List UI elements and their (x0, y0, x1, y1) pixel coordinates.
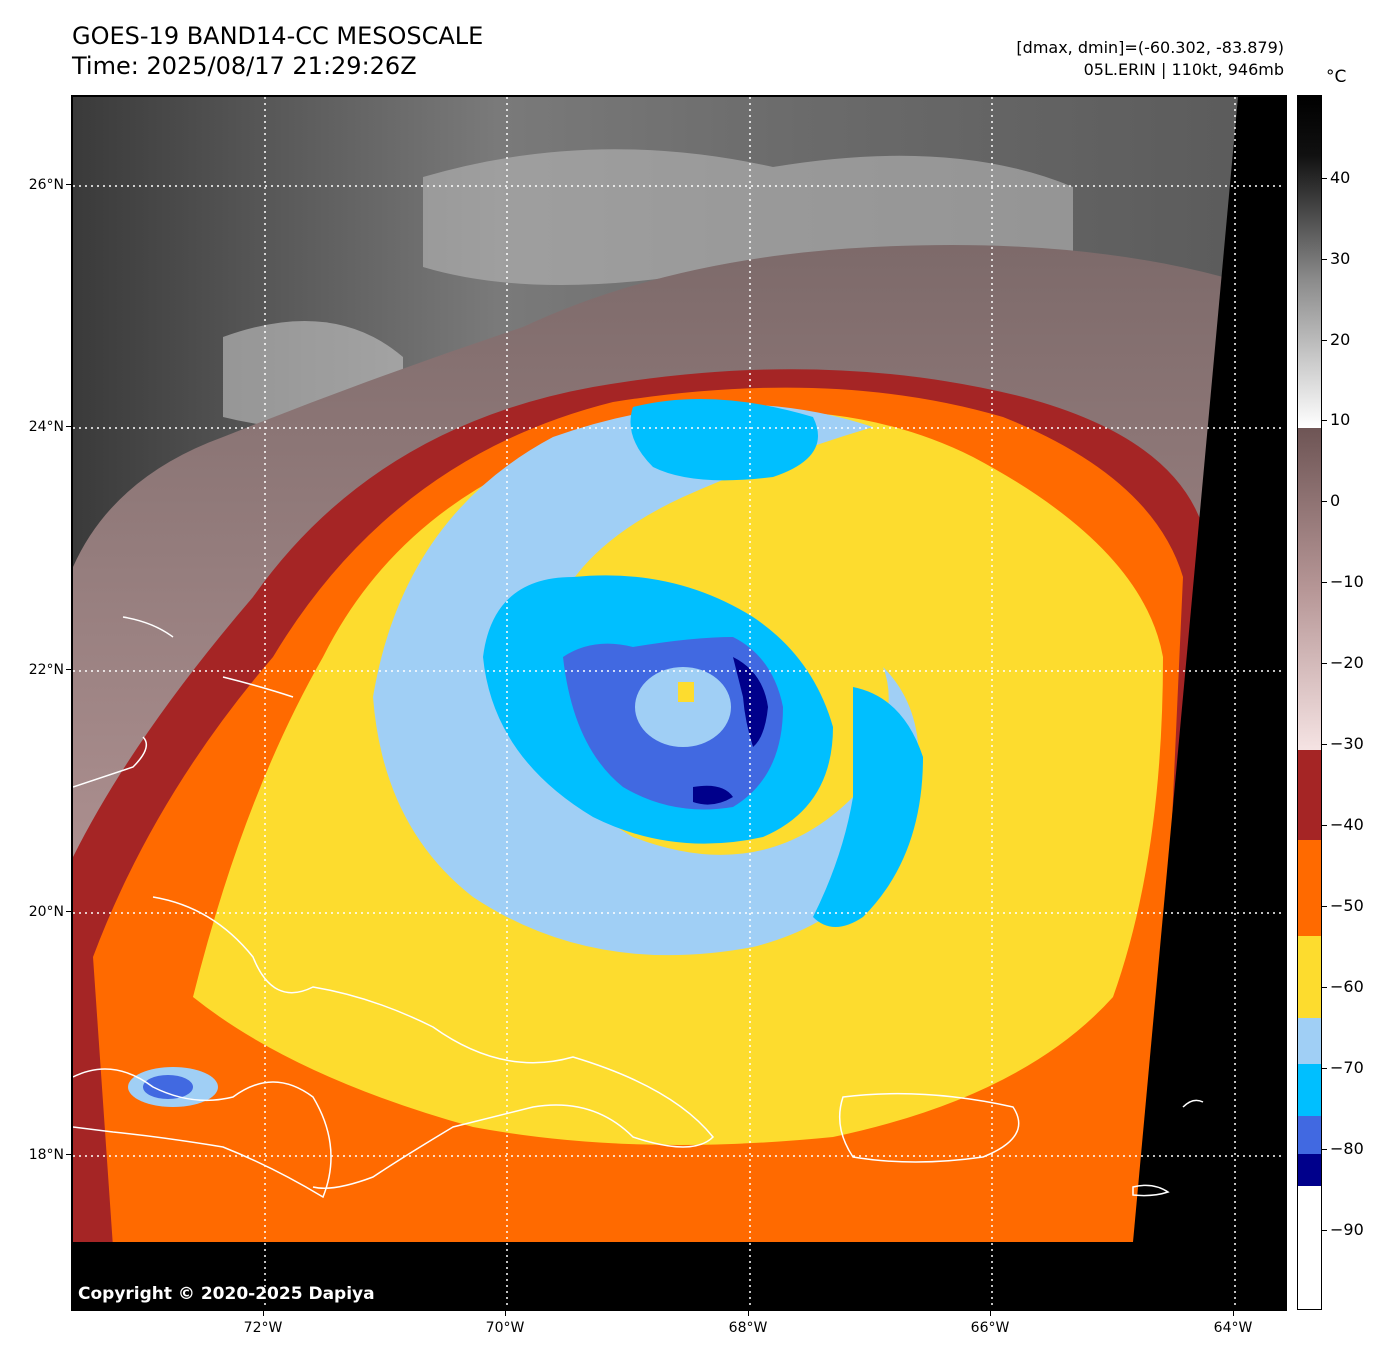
lon-label-66w: 66°W (970, 1320, 1010, 1336)
colorbar-unit: °C (1326, 67, 1347, 87)
colorbar-tick: −80 (1330, 1139, 1364, 1158)
colorbar-tick: −20 (1330, 653, 1364, 672)
colorbar-tick: 30 (1330, 249, 1351, 268)
lat-label-24n: 24°N (28, 419, 64, 435)
product-title: GOES-19 BAND14-CC MESOSCALE (72, 22, 484, 50)
coldest-cloud-tops (733, 657, 768, 747)
no-data-bottom (73, 1242, 1285, 1309)
coastlines (73, 616, 1204, 1199)
lon-label-70w: 70°W (485, 1320, 525, 1336)
colorbar (1297, 95, 1322, 1310)
satellite-map: Copyright © 2020-2025 Dapiya (71, 95, 1287, 1311)
cloud-band-light-blue (373, 404, 919, 956)
colorbar-tick: 0 (1330, 491, 1341, 510)
colorbar-tick: 10 (1330, 410, 1351, 429)
copyright-notice: Copyright © 2020-2025 Dapiya (78, 1284, 375, 1304)
lat-label-18n: 18°N (28, 1147, 64, 1163)
lat-label-20n: 20°N (28, 904, 64, 920)
valid-time: Time: 2025/08/17 21:29:26Z (72, 52, 417, 80)
infrared-imagery (73, 97, 1285, 1309)
no-data-region (1133, 97, 1285, 1309)
colorbar-tick: −60 (1330, 977, 1364, 996)
colorbar-tick: −40 (1330, 815, 1364, 834)
lon-label-72w: 72°W (243, 1320, 283, 1336)
lat-label-22n: 22°N (28, 662, 64, 678)
temperature-range: [dmax, dmin]=(-60.302, -83.879) (1016, 38, 1284, 57)
colorbar-tick: −50 (1330, 896, 1364, 915)
storm-info: 05L.ERIN | 110kt, 946mb (1083, 60, 1284, 79)
eye (635, 667, 731, 747)
colorbar-tick: 20 (1330, 330, 1351, 349)
lat-label-26n: 26°N (28, 177, 64, 193)
colorbar-tick: −30 (1330, 734, 1364, 753)
graticule (73, 97, 1285, 1309)
colorbar-tick: −90 (1330, 1220, 1364, 1239)
lon-label-64w: 64°W (1213, 1320, 1253, 1336)
colorbar-tick: −10 (1330, 572, 1364, 591)
colorbar-tick: −70 (1330, 1058, 1364, 1077)
colorbar-tick: 40 (1330, 168, 1351, 187)
lon-label-68w: 68°W (728, 1320, 768, 1336)
